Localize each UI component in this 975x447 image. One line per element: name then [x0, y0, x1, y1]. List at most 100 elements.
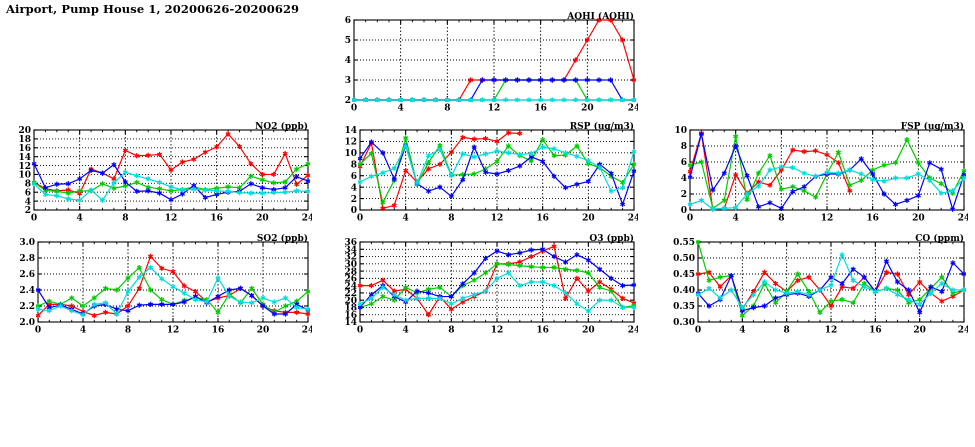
data-point-day4: [191, 186, 197, 192]
data-point-day4: [631, 304, 636, 311]
data-point-day4: [917, 301, 923, 307]
data-point-day4: [755, 183, 762, 189]
plot-area-rsp: 0 2 4 6 8 10 12 14 0 4 8 12 16 20 24: [338, 124, 638, 224]
data-point-day4: [374, 97, 380, 102]
panel-fsp: FSP (ug/m3) 0 2 4 6 8 10 0 4 8 12 16 20 24: [668, 122, 968, 224]
data-point-day4: [761, 279, 768, 285]
data-point-day3: [549, 77, 555, 83]
data-point-day4: [938, 190, 944, 196]
panel-title-fsp: FSP (ug/m3): [900, 122, 964, 132]
data-point-day2: [828, 298, 834, 304]
data-point-day3: [437, 184, 443, 190]
data-point-day3: [773, 295, 779, 301]
xtick-label: 12: [825, 326, 838, 336]
data-point-day4: [494, 275, 500, 281]
data-point-day1: [403, 167, 409, 174]
data-point-day4: [950, 287, 956, 293]
data-point-day4: [65, 196, 71, 202]
data-point-day2: [77, 188, 83, 194]
data-point-day2: [294, 166, 300, 172]
data-point-day1: [505, 130, 511, 136]
data-point-day4: [88, 187, 94, 193]
data-point-day1: [294, 181, 300, 187]
ytick-label: 2.2: [19, 302, 35, 312]
data-point-day3: [904, 197, 910, 203]
data-point-day3: [471, 270, 477, 276]
ytick-label: 2.8: [19, 254, 35, 264]
xtick-label: 0: [695, 326, 701, 336]
data-point-day2: [773, 300, 779, 306]
ytick-label: 0.40: [673, 286, 695, 296]
data-point-day2: [305, 289, 310, 295]
data-point-day4: [795, 289, 801, 295]
data-point-day3: [870, 171, 876, 177]
ytick-label: 4: [681, 174, 687, 184]
data-point-day1: [425, 166, 432, 172]
ytick-label: 12: [344, 138, 357, 148]
data-point-day4: [77, 197, 83, 203]
ytick-label: 8: [681, 142, 687, 152]
data-point-day3: [540, 158, 546, 165]
data-point-day4: [619, 97, 625, 102]
xtick-label: 8: [448, 214, 454, 224]
series-group: [36, 253, 310, 319]
data-point-day2: [733, 133, 739, 139]
data-point-day4: [414, 180, 420, 186]
data-point-day4: [698, 197, 704, 203]
ytick-label: 0.50: [673, 254, 695, 264]
data-point-day4: [136, 274, 142, 280]
data-point-day2: [938, 181, 944, 187]
ytick-label: 5: [345, 36, 351, 46]
data-point-day4: [585, 158, 591, 164]
data-point-day3: [608, 170, 614, 177]
data-point-day1: [894, 271, 901, 277]
ytick-label: 0.45: [673, 270, 695, 280]
data-point-day4: [631, 149, 636, 155]
data-point-day3: [706, 303, 712, 309]
data-point-day2: [471, 171, 477, 177]
data-point-day3: [259, 185, 265, 191]
data-point-day2: [767, 153, 773, 159]
data-point-day2: [894, 287, 901, 293]
data-point-day3: [562, 185, 569, 191]
data-point-day3: [620, 283, 626, 289]
data-point-day3: [517, 250, 523, 256]
data-point-day4: [294, 188, 300, 194]
ytick-label: 28: [344, 267, 357, 277]
page-title: Airport, Pump House 1, 20200626-20200629: [6, 2, 300, 16]
data-point-day2: [540, 137, 546, 143]
data-point-day4: [906, 297, 912, 303]
data-point-day3: [526, 77, 532, 83]
data-point-day2: [915, 160, 921, 166]
data-point-day2: [778, 186, 784, 192]
data-point-day4: [505, 150, 511, 156]
data-point-day1: [806, 274, 812, 280]
ytick-label: 14: [344, 126, 357, 136]
data-point-day2: [696, 240, 701, 245]
data-point-day2: [147, 287, 154, 293]
data-point-day3: [950, 260, 956, 266]
data-point-day4: [215, 275, 221, 281]
data-point-day3: [170, 301, 176, 307]
xtick-label: 24: [628, 214, 638, 224]
ytick-label: 10: [18, 171, 31, 181]
data-point-day1: [483, 135, 489, 142]
data-point-day4: [403, 143, 409, 149]
data-point-day1: [585, 288, 591, 294]
data-point-day2: [631, 161, 636, 167]
data-point-day2: [608, 288, 614, 294]
data-point-day2: [471, 277, 477, 283]
ytick-label: 4: [25, 197, 31, 207]
data-point-day1: [717, 284, 723, 290]
data-point-day3: [42, 185, 48, 191]
data-point-day1: [631, 77, 636, 83]
data-point-day3: [479, 77, 485, 83]
data-point-day4: [170, 284, 176, 290]
data-point-day2: [368, 150, 374, 157]
data-point-day2: [744, 197, 750, 203]
data-point-day3: [721, 170, 727, 176]
panel-title-co: CO (ppm): [915, 234, 964, 244]
data-point-day4: [225, 188, 231, 194]
data-point-day3: [471, 144, 477, 150]
